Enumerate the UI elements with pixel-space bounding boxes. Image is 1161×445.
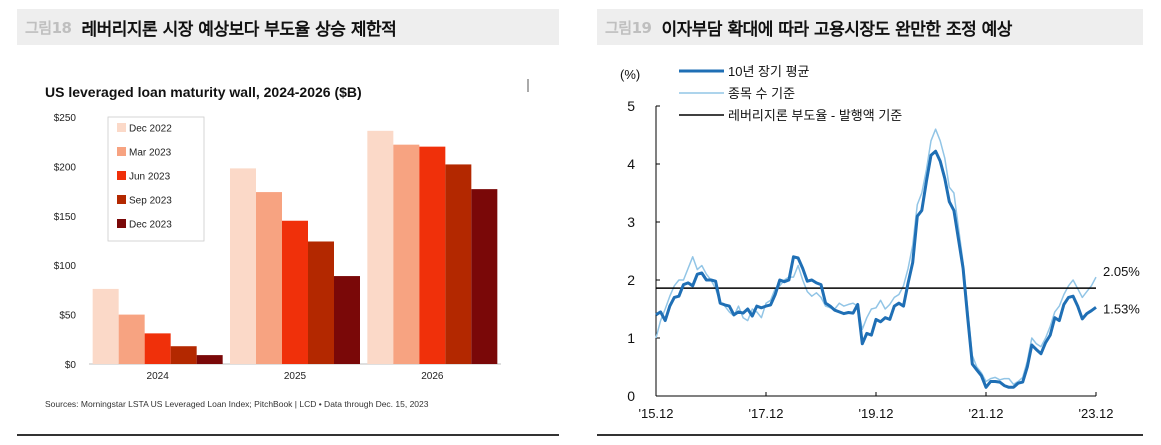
bar-2024-mar-2023 xyxy=(118,314,145,364)
y-tick-label: $100 xyxy=(54,261,77,272)
bar-2025-dec-2022 xyxy=(230,168,256,364)
series-line-10y-average xyxy=(655,149,1097,389)
bar-2025-dec-2023 xyxy=(334,276,360,364)
series-line-issuer-count xyxy=(655,128,1097,386)
x-tick-label: '23.12 xyxy=(1078,406,1113,421)
y-tick-label: 5 xyxy=(627,98,635,114)
default-rate-line-chart: (%) 0 1 2 3 4 5 '15.12 '17.12 '19.12 '21.12 '23.12 1… xyxy=(620,64,1140,421)
x-tick-label: 2024 xyxy=(147,371,170,382)
y-axis-unit: (%) xyxy=(620,67,640,82)
y-tick-label: $200 xyxy=(54,162,77,173)
chart-title: US leveraged loan maturity wall, 2024-20… xyxy=(45,84,362,100)
legend-swatch xyxy=(117,171,126,180)
legend-swatch xyxy=(117,147,126,156)
legend-label: Mar 2023 xyxy=(129,148,172,159)
figure-18-bottom-rule xyxy=(17,434,559,436)
source-note: Sources: Morningstar LSTA US Leveraged L… xyxy=(45,399,429,409)
x-tick-label: '17.12 xyxy=(748,406,783,421)
bar-2024-dec-2023 xyxy=(196,355,223,364)
bar-2026-jun-2023 xyxy=(419,146,446,364)
bar-2026-mar-2023 xyxy=(393,144,420,364)
legend-label: Jun 2023 xyxy=(129,172,171,183)
figure-18-panel: 그림18 레버리지론 시장 예상보다 부도율 상승 제한적 US leverag… xyxy=(17,0,559,445)
chart-legend: Dec 2022 Mar 2023 Jun 2023 Sep 2023 Dec 2023 xyxy=(107,116,205,242)
figure-18-title: 레버리지론 시장 예상보다 부도율 상승 제한적 xyxy=(81,19,397,40)
y-tick-label: 1 xyxy=(627,330,635,346)
figure-19-bottom-rule xyxy=(597,434,1143,436)
bar-2026-dec-2023 xyxy=(471,189,498,364)
figure-18-header: 그림18 레버리지론 시장 예상보다 부도율 상승 제한적 xyxy=(17,9,559,45)
legend-label: Sep 2023 xyxy=(129,196,172,207)
x-tick-label: '19.12 xyxy=(858,406,893,421)
figure-19-title: 이자부담 확대에 따라 고용시장도 완만한 조정 예상 xyxy=(661,19,1012,40)
end-value-label: 2.05% xyxy=(1103,264,1140,279)
x-tick-label: '21.12 xyxy=(968,406,1003,421)
bar-2024-sep-2023 xyxy=(170,346,197,364)
y-tick-label: 0 xyxy=(627,388,635,404)
y-tick-label: $0 xyxy=(65,360,77,371)
maturity-wall-bar-chart: US leveraged loan maturity wall, 2024-20… xyxy=(45,79,529,409)
y-tick-label: 3 xyxy=(627,214,635,230)
figure-19-panel: 그림19 이자부담 확대에 따라 고용시장도 완만한 조정 예상 (%) 0 1 2 3… xyxy=(597,0,1143,445)
bar-2025-jun-2023 xyxy=(282,220,308,364)
bar-2025-mar-2023 xyxy=(256,192,282,364)
x-tick-label: '15.12 xyxy=(638,406,673,421)
legend-label: 종목 수 기준 xyxy=(728,86,795,101)
y-tick-label: 4 xyxy=(627,156,635,172)
figure-19-header: 그림19 이자부담 확대에 따라 고용시장도 완만한 조정 예상 xyxy=(597,9,1143,45)
bar-2025-sep-2023 xyxy=(308,241,334,364)
figure-18-number: 그림18 xyxy=(25,18,72,37)
end-value-label: 1.53% xyxy=(1103,301,1140,316)
x-tick-label: 2026 xyxy=(421,371,444,382)
legend-swatch xyxy=(117,123,126,132)
legend-label: 10년 장기 평균 xyxy=(728,64,810,79)
bar-2024-jun-2023 xyxy=(144,333,171,364)
legend-label: 레버리지론 부도율 - 발행액 기준 xyxy=(728,108,902,123)
y-tick-label: $250 xyxy=(54,113,77,124)
bar-2026-dec-2022 xyxy=(367,130,394,364)
y-tick-label: $50 xyxy=(59,311,76,322)
y-tick-label: $150 xyxy=(54,212,77,223)
x-tick-label: 2025 xyxy=(284,371,307,382)
legend-swatch xyxy=(117,195,126,204)
bar-2026-sep-2023 xyxy=(445,164,472,364)
legend-label: Dec 2023 xyxy=(129,220,172,231)
legend-swatch xyxy=(117,219,126,228)
y-tick-label: 2 xyxy=(627,272,635,288)
bar-2024-dec-2022 xyxy=(92,288,119,364)
figure-19-number: 그림19 xyxy=(605,18,652,37)
legend-label: Dec 2022 xyxy=(129,124,172,135)
